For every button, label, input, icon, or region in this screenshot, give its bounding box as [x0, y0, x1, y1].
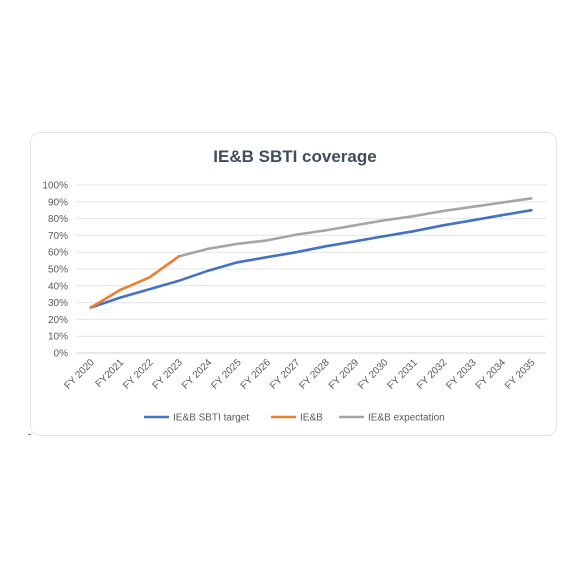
y-tick-label: 90% [48, 197, 68, 208]
chart-title: IE&B SBTI coverage [213, 147, 376, 166]
y-axis-ticks: 0% 10% 20% 30% 40% 50% 60% 70% 80% 90% 100% [42, 181, 68, 360]
legend-label: IE&B SBTI target [173, 413, 249, 424]
stray-mark [28, 434, 31, 435]
y-tick-label: 40% [48, 281, 68, 292]
y-tick-label: 80% [48, 214, 68, 225]
x-tick-label: FY 2024 [180, 357, 215, 392]
x-tick-label: FY 2029 [327, 357, 362, 392]
legend: IE&B SBTI target IE&B IE&B expectation [144, 413, 445, 424]
y-tick-label: 100% [42, 181, 68, 192]
chart-card: IE&B SBTI coverage 0% 10% 20% 30% 40% 50% 60% 7… [30, 132, 557, 436]
x-tick-label: FY 2032 [415, 357, 450, 392]
gridlines [76, 184, 546, 354]
y-tick-label: 20% [48, 315, 68, 326]
y-tick-label: 10% [48, 332, 68, 343]
y-tick-label: 60% [48, 248, 68, 259]
x-tick-label: FY 2022 [121, 357, 156, 392]
y-tick-label: 70% [48, 231, 68, 242]
x-tick-label: FY 2025 [209, 357, 244, 392]
x-tick-label: FY 2023 [151, 357, 186, 392]
legend-label: IE&B expectation [368, 413, 445, 424]
series-line-2 [177, 197, 533, 258]
x-tick-label: FY 2031 [386, 357, 421, 392]
chart-svg: IE&B SBTI coverage 0% 10% 20% 30% 40% 50% 60% 7… [42, 147, 546, 424]
x-tick-label: FY 2033 [444, 357, 479, 392]
series-line-1 [89, 255, 181, 309]
y-tick-label: 30% [48, 298, 68, 309]
x-tick-label: FY 2035 [503, 357, 538, 392]
y-tick-label: 50% [48, 265, 68, 276]
series-line-0 [89, 208, 533, 309]
x-tick-label: FY 2028 [297, 357, 332, 392]
series-lines [89, 197, 533, 309]
x-tick-label: FY 2026 [239, 357, 274, 392]
legend-label: IE&B [300, 413, 323, 424]
x-tick-label: FY 2027 [268, 357, 303, 392]
x-tick-label: FY 2034 [474, 357, 509, 392]
y-tick-label: 0% [54, 349, 69, 360]
x-tick-label: FY 2020 [62, 357, 97, 392]
x-tick-label: FY 2030 [356, 357, 391, 392]
